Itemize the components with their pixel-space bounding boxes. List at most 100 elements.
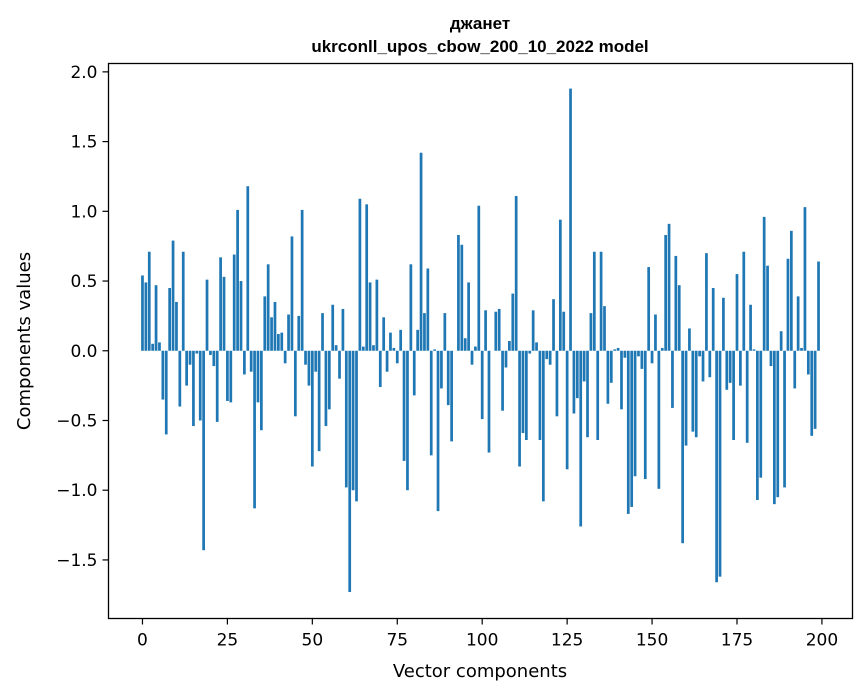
bar <box>324 350 328 427</box>
bar <box>688 328 691 351</box>
bar <box>722 297 725 351</box>
bar <box>202 350 205 551</box>
bar <box>708 350 712 378</box>
bar <box>185 350 188 386</box>
bar <box>773 350 776 505</box>
x-tick-label: 50 <box>302 631 324 651</box>
bar <box>351 350 355 491</box>
plot-frame <box>107 62 854 620</box>
bar <box>321 313 324 351</box>
bar <box>599 251 603 351</box>
bar <box>705 253 708 351</box>
bar <box>650 350 654 364</box>
x-tick-label: 175 <box>721 631 753 651</box>
bar <box>253 350 256 509</box>
bar <box>327 350 331 410</box>
y-tick-label: 2.0 <box>70 63 97 83</box>
bar <box>776 350 780 498</box>
bar <box>637 350 640 357</box>
bar <box>440 350 443 389</box>
bar <box>195 350 199 354</box>
bar <box>582 350 586 382</box>
bar <box>681 350 684 544</box>
bar <box>609 350 613 383</box>
bar <box>735 274 739 351</box>
bar <box>256 350 260 403</box>
bar <box>779 331 783 351</box>
bar <box>603 306 606 351</box>
bar <box>280 332 284 351</box>
bar <box>348 350 352 592</box>
bar <box>698 350 701 357</box>
bar <box>572 350 576 414</box>
bar <box>647 267 651 351</box>
x-tick-label: 150 <box>636 631 668 651</box>
bar <box>460 244 464 351</box>
bar <box>260 350 263 431</box>
bar <box>752 349 756 351</box>
bar <box>222 276 226 351</box>
bar <box>341 308 345 351</box>
bar <box>205 279 209 351</box>
bar <box>358 198 362 351</box>
y-axis-ticks: 2.0 1.5 1.0 0.5 0.0 −0.5 −1.0 −1.5 <box>56 63 109 571</box>
bar <box>147 251 151 351</box>
bar <box>338 350 341 379</box>
bar <box>239 281 243 351</box>
bar <box>623 350 627 358</box>
bar <box>796 296 800 351</box>
bar <box>243 350 246 375</box>
bar <box>392 347 396 351</box>
bar <box>813 350 817 429</box>
bar <box>215 350 219 422</box>
bar <box>334 345 338 351</box>
bar <box>528 350 532 354</box>
bar <box>474 346 477 351</box>
bar <box>725 350 729 390</box>
bars-group <box>141 88 820 592</box>
bar <box>304 350 307 365</box>
x-axis-label: Vector components <box>393 661 567 682</box>
bar <box>569 88 572 351</box>
bar <box>548 350 552 365</box>
bar <box>630 350 634 507</box>
bar <box>565 350 569 470</box>
bar <box>161 350 165 400</box>
bar <box>154 285 158 351</box>
bar <box>616 347 620 351</box>
bar <box>793 350 797 389</box>
bar <box>494 311 498 351</box>
bar <box>786 258 790 351</box>
bar <box>514 195 518 351</box>
bar <box>470 350 474 365</box>
bar <box>419 152 423 351</box>
bar <box>209 350 212 355</box>
bar <box>586 350 589 438</box>
bar <box>691 350 695 432</box>
bar <box>497 308 501 351</box>
bar <box>229 350 233 403</box>
bar <box>355 350 358 502</box>
bar <box>657 350 661 489</box>
bar <box>667 223 671 351</box>
bar <box>273 301 277 351</box>
bar <box>270 317 273 351</box>
bar <box>219 257 222 351</box>
bar <box>277 334 280 351</box>
bar <box>664 235 668 351</box>
bar <box>749 304 752 351</box>
bar <box>759 350 763 478</box>
bar <box>141 275 144 351</box>
bar <box>711 288 715 351</box>
bar <box>728 350 732 383</box>
bar <box>806 350 810 375</box>
bar <box>426 268 430 351</box>
bar <box>742 251 746 351</box>
y-tick-label: 0.0 <box>70 342 97 362</box>
bar <box>504 350 508 368</box>
x-tick-label: 200 <box>806 631 838 651</box>
bar <box>436 350 440 512</box>
bar <box>562 311 566 351</box>
bar <box>745 350 749 443</box>
bar <box>368 282 372 351</box>
